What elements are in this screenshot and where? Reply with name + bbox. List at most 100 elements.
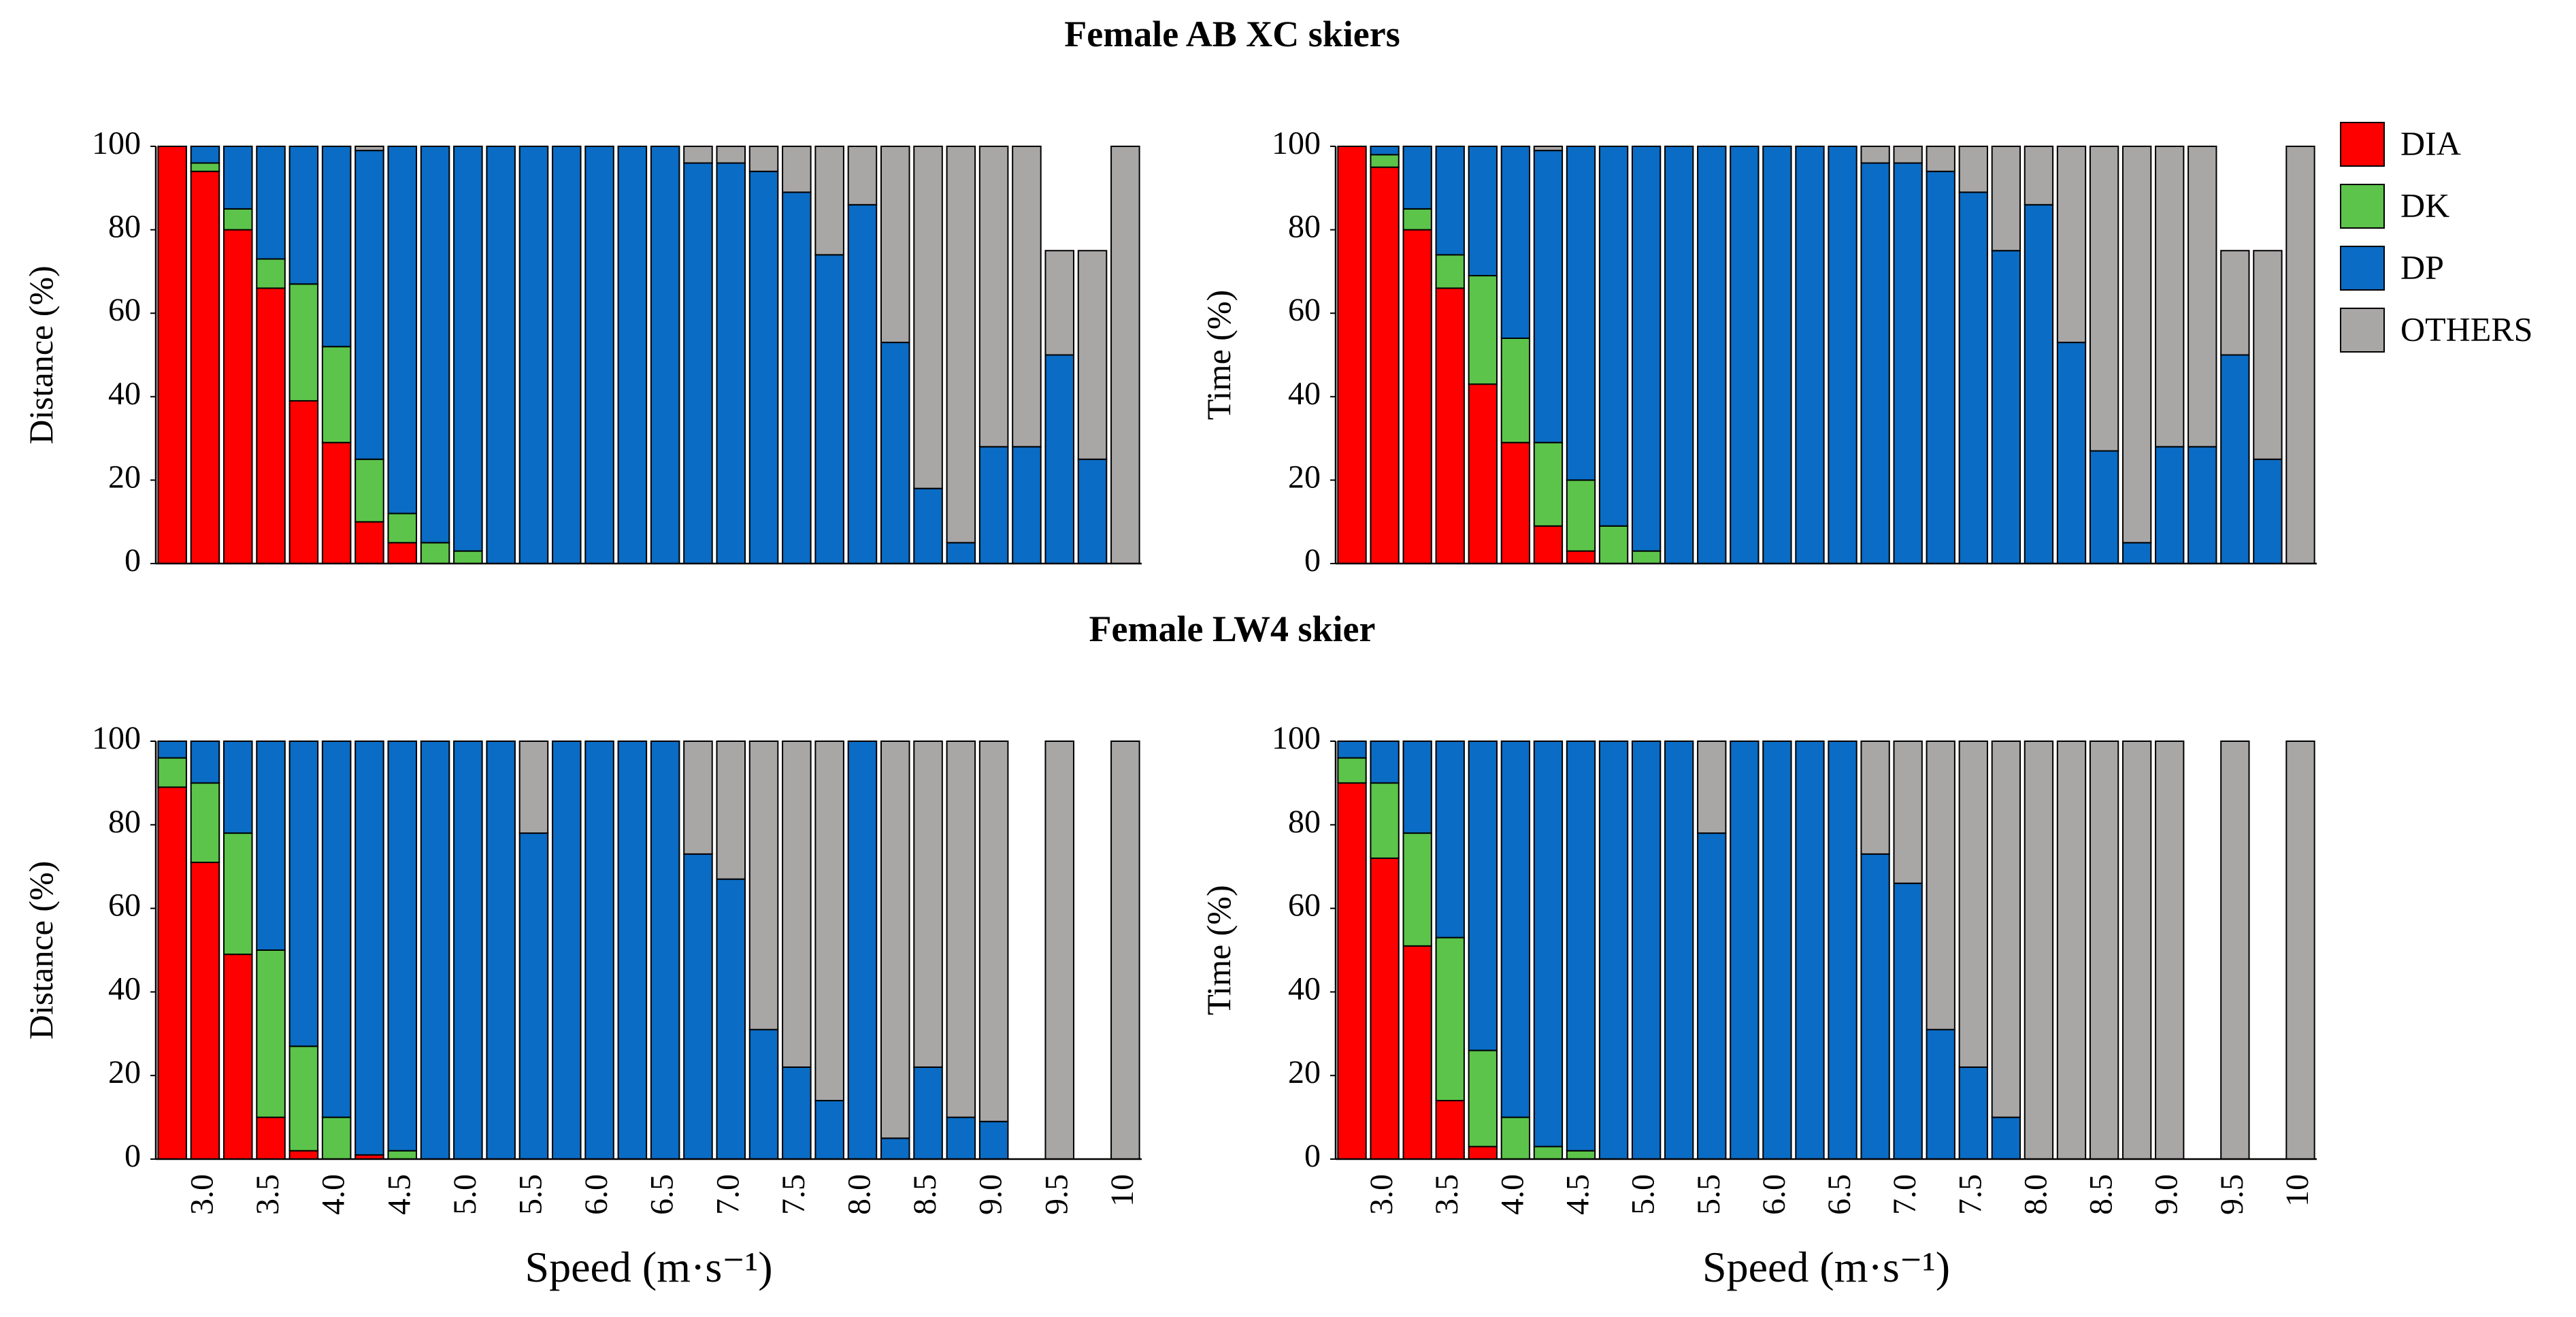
bar-segment xyxy=(683,741,713,855)
bar-segment xyxy=(1697,146,1727,564)
bar-segment xyxy=(782,1066,812,1160)
bar-segment xyxy=(748,1028,779,1160)
bar-segment xyxy=(2187,146,2217,448)
x-tick-label: 9.0 xyxy=(973,1174,1009,1215)
bar-segment xyxy=(190,162,220,172)
bar-segment xyxy=(1730,146,1760,564)
bar-segment xyxy=(1828,146,1857,564)
bar-segment xyxy=(1435,254,1465,289)
bar-segment xyxy=(748,170,779,564)
bar-segment xyxy=(814,1100,844,1160)
bar-segment xyxy=(716,878,746,1160)
x-tick-label: 10 xyxy=(2279,1174,2315,1207)
bar-segment xyxy=(387,146,418,515)
bar-segment xyxy=(321,146,352,348)
bar-segment xyxy=(1991,1116,2021,1160)
y-tick-label: 60 xyxy=(108,292,141,328)
bar-segment xyxy=(748,741,779,1030)
bar-segment xyxy=(1370,166,1400,564)
bar-segment xyxy=(256,287,286,564)
bar-segment xyxy=(1468,741,1498,1052)
bar-segment xyxy=(1468,1050,1498,1148)
legend-swatch xyxy=(2340,122,2385,167)
bar-segment xyxy=(321,741,352,1118)
bar-segment xyxy=(1500,337,1531,444)
bar-segment xyxy=(1435,287,1465,564)
bar-segment xyxy=(1860,162,1890,564)
bar-segment xyxy=(551,741,582,1160)
bar-segment xyxy=(1991,146,2021,252)
bar-segment xyxy=(1730,741,1760,1160)
x-tick-label: 7.5 xyxy=(1952,1174,1988,1215)
bar-segment xyxy=(256,741,286,951)
bar-segment xyxy=(288,283,319,402)
bar-segment xyxy=(256,949,286,1118)
bar-segment xyxy=(1926,146,1955,172)
bar-segment xyxy=(1012,446,1042,564)
chart-title: Female AB XC skiers xyxy=(1064,14,1400,54)
y-tick-label: 100 xyxy=(92,125,141,161)
bar-segment xyxy=(1893,162,1923,564)
bar-segment xyxy=(1500,146,1531,339)
bar-segment xyxy=(2024,204,2054,564)
bar-segment xyxy=(2220,741,2250,1160)
bar-segment xyxy=(190,862,220,1160)
bar-segment xyxy=(1664,146,1694,564)
y-axis-label: Distance (%) xyxy=(22,861,60,1039)
bar-segment xyxy=(354,146,384,152)
bar-segment xyxy=(1370,146,1400,156)
bar-segment xyxy=(716,741,746,880)
bar-segment xyxy=(1566,741,1596,1152)
bar-segment xyxy=(1893,741,1923,884)
bar-segment xyxy=(880,741,910,1139)
x-tick-label: 8.0 xyxy=(841,1174,877,1215)
bar-segment xyxy=(256,258,286,289)
bar-segment xyxy=(1370,782,1400,859)
bar-segment xyxy=(847,146,878,206)
bar-segment xyxy=(420,146,450,544)
bar-segment xyxy=(716,162,746,564)
x-tick-label: 3.5 xyxy=(1429,1174,1465,1215)
x-tick-label: 8.5 xyxy=(2083,1174,2119,1215)
y-tick-label: 100 xyxy=(92,720,141,756)
bar-segment xyxy=(1958,191,1988,564)
bar-segment xyxy=(814,741,844,1102)
bar-segment xyxy=(420,542,450,564)
bar-segment xyxy=(1631,550,1662,564)
bar-segment xyxy=(1370,741,1400,784)
x-tick-label: 8.5 xyxy=(907,1174,943,1215)
bar-segment xyxy=(1566,550,1596,564)
x-tick-label: 10 xyxy=(1104,1174,1140,1207)
bar-segment xyxy=(222,741,253,834)
x-tick-label: 3.0 xyxy=(1364,1174,1400,1215)
bar-segment xyxy=(1926,741,1955,1030)
bar-segment xyxy=(321,1116,352,1160)
bar-segment xyxy=(1337,782,1367,1160)
bar-segment xyxy=(978,741,1009,1122)
bar-segment xyxy=(486,146,516,564)
bar-segment xyxy=(814,146,844,256)
x-tick-label: 5.0 xyxy=(1625,1174,1662,1215)
x-tick-label: 4.5 xyxy=(381,1174,417,1215)
bar-segment xyxy=(1958,741,1988,1068)
x-tick-label: 5.0 xyxy=(447,1174,483,1215)
bar-segment xyxy=(814,254,844,564)
bar-segment xyxy=(1435,937,1465,1102)
x-tick-label: 6.5 xyxy=(1821,1174,1857,1215)
bar-segment xyxy=(387,1150,418,1160)
bar-segment xyxy=(288,146,319,285)
bar-segment xyxy=(978,1120,1009,1160)
bar-segment xyxy=(354,521,384,565)
bar-segment xyxy=(1500,1116,1531,1160)
bar-segment xyxy=(288,1150,319,1160)
bar-segment xyxy=(1631,146,1662,552)
bar-segment xyxy=(880,146,910,344)
x-tick-label: 7.5 xyxy=(776,1174,812,1215)
bar-segment xyxy=(256,1116,286,1160)
y-tick-label: 80 xyxy=(108,209,141,245)
bar-segment xyxy=(1926,170,1955,564)
bar-segment xyxy=(683,853,713,1160)
bar-segment xyxy=(1566,1150,1596,1160)
bar-segment xyxy=(256,146,286,260)
